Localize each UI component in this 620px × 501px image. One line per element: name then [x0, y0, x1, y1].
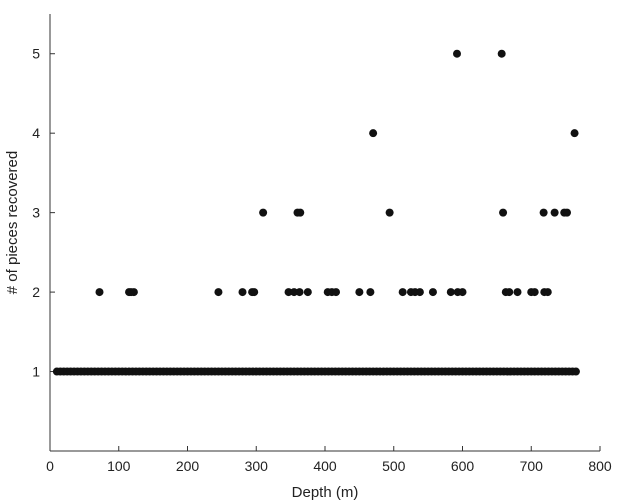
data-point — [296, 208, 305, 217]
data-point — [497, 49, 506, 58]
data-point — [369, 129, 378, 138]
data-point — [539, 208, 548, 217]
data-point — [570, 129, 579, 138]
data-point — [129, 288, 138, 297]
x-tick-label: 300 — [245, 458, 269, 474]
data-point — [250, 288, 259, 297]
data-point — [385, 208, 394, 217]
axes — [49, 14, 600, 452]
data-point — [214, 288, 223, 297]
data-point — [428, 288, 437, 297]
data-point — [563, 208, 571, 217]
data-point — [259, 208, 268, 217]
data-point — [458, 288, 467, 297]
data-point — [295, 288, 304, 297]
data-point — [446, 288, 455, 297]
x-tick-label: 100 — [107, 458, 131, 474]
data-point — [530, 288, 539, 297]
data-point — [499, 208, 508, 217]
data-point — [543, 288, 552, 297]
x-tick-label: 600 — [451, 458, 475, 474]
y-ticks: 1 2 3 4 5 — [32, 46, 55, 380]
x-ticks: 0 100 200 300 400 500 600 700 800 — [46, 446, 612, 474]
data-point — [284, 288, 293, 297]
y-axis-label: # of pieces recovered — [4, 151, 21, 294]
data-point — [453, 49, 461, 58]
data-point — [415, 288, 424, 297]
data-point — [95, 288, 104, 297]
x-tick-label: 800 — [588, 458, 612, 474]
x-tick-label: 500 — [382, 458, 406, 474]
data-point — [398, 288, 407, 297]
y-tick-label: 4 — [32, 125, 40, 141]
y-tick-label: 3 — [32, 205, 40, 221]
data-point — [332, 288, 340, 297]
data-point — [550, 208, 559, 217]
data-point — [571, 367, 580, 376]
data-point — [366, 288, 375, 297]
y-tick-label: 2 — [32, 284, 40, 300]
data-points — [52, 49, 580, 376]
x-tick-label: 400 — [313, 458, 337, 474]
data-point — [303, 288, 312, 297]
y-tick-label: 1 — [32, 364, 40, 380]
x-tick-label: 200 — [176, 458, 200, 474]
data-point — [513, 288, 522, 297]
data-point — [238, 288, 247, 297]
y-tick-label: 5 — [32, 46, 40, 62]
data-point — [505, 288, 514, 297]
data-point — [290, 288, 299, 297]
x-axis-label: Depth (m) — [292, 484, 359, 501]
x-tick-label: 700 — [520, 458, 544, 474]
x-tick-label: 0 — [46, 458, 54, 474]
data-point — [355, 288, 364, 297]
